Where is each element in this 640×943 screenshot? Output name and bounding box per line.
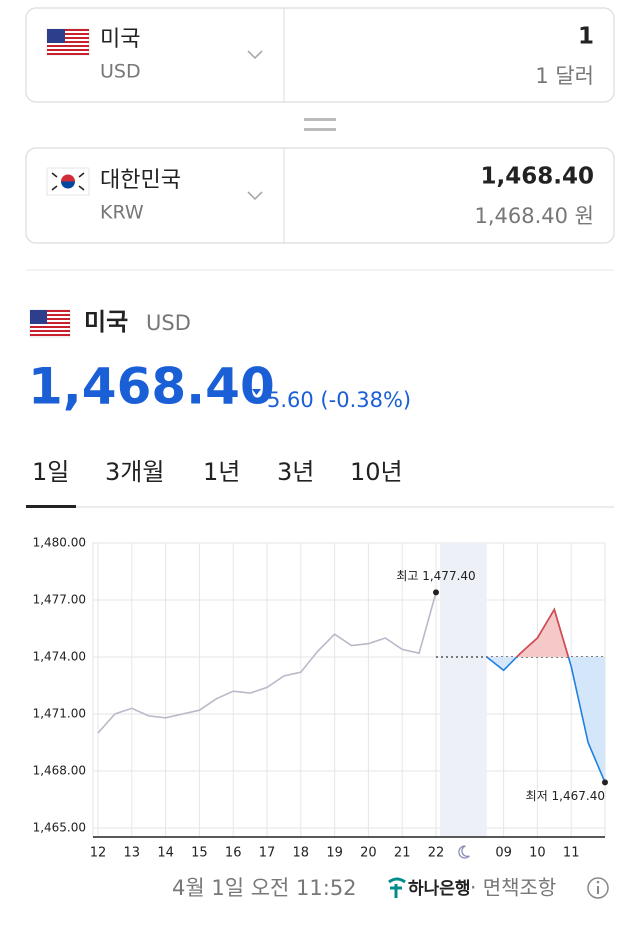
timestamp: 4월 1일 오전 11:52	[172, 876, 357, 900]
area-above	[486, 609, 605, 657]
us-flag	[29, 309, 71, 338]
x-tick-label: 21	[394, 846, 411, 861]
bank-name: 하나은행	[408, 879, 471, 899]
x-tick-label: 09	[495, 846, 512, 861]
x-tick-label: 19	[326, 846, 343, 861]
currency-code: USD	[100, 61, 141, 83]
moon-icon	[458, 845, 470, 859]
amount-text: 1,468.40 원	[474, 204, 594, 228]
x-tick-label: 16	[225, 846, 242, 861]
line-above	[486, 607, 570, 657]
chart: 1,465.00 1,468.00 1,471.00 1,474.00 1,477.00…	[33, 536, 608, 861]
kr-flag	[46, 167, 90, 196]
quote-rate: 1,468.40	[28, 358, 275, 416]
disclaimer[interactable]: · 면책조항	[470, 876, 556, 900]
annotation-label: 최저 1,467.40	[526, 789, 605, 803]
info-icon[interactable]	[587, 877, 609, 899]
tab[interactable]: 1일	[32, 458, 69, 486]
annotation-dot	[433, 589, 439, 596]
y-tick-label: 1,480.00	[33, 536, 86, 550]
x-tick-label: 14	[157, 846, 174, 861]
x-tick-label: 13	[124, 846, 141, 861]
tab[interactable]: 3년	[277, 458, 314, 486]
x-tick-label: 18	[293, 846, 310, 861]
annotation-label: 최고 1,477.40	[396, 569, 475, 583]
country: 미국	[100, 27, 140, 52]
x-tick-label: 17	[259, 846, 276, 861]
y-tick-label: 1,471.00	[33, 707, 86, 721]
card	[25, 147, 615, 244]
equals-icon	[304, 118, 336, 131]
chevron	[247, 191, 263, 201]
tab[interactable]: 1년	[203, 458, 240, 486]
card	[25, 7, 615, 103]
amount-text: 1 달러	[535, 64, 594, 88]
closed-shade	[440, 543, 487, 837]
x-tick-label: 11	[563, 846, 580, 861]
tabs: 1일 3개월 1년 3년 10년	[32, 458, 403, 486]
chevron	[247, 50, 263, 60]
down-arrow	[252, 389, 261, 395]
converter-to[interactable]: 대한민국 KRW 1,468.40 1,468.40 원	[25, 147, 615, 244]
quote-code: USD	[146, 311, 191, 335]
line	[97, 592, 437, 734]
bank-logo	[388, 877, 406, 898]
y-tick-label: 1,465.00	[33, 821, 86, 835]
y-tick-label: 1,474.00	[33, 650, 86, 664]
converter-from[interactable]: 미국 USD 1 1 달러	[25, 7, 615, 103]
x-tick-label: 10	[529, 846, 546, 861]
us-flag	[46, 28, 90, 56]
annotation-dot	[602, 779, 608, 786]
y-tick-label: 1,477.00	[33, 593, 86, 607]
currency-code: KRW	[100, 202, 144, 224]
country: 대한민국	[100, 168, 181, 193]
x-tick-label: 12	[90, 846, 107, 861]
amount[interactable]: 1,468.40	[481, 164, 595, 190]
y-tick-label: 1,468.00	[33, 764, 86, 778]
tab-underline	[26, 505, 76, 508]
tab[interactable]: 3개월	[105, 458, 164, 486]
quote-country: 미국	[84, 308, 128, 336]
quote-change: 5.60 (-0.38%)	[267, 388, 411, 412]
x-tick-label: 15	[191, 846, 208, 861]
x-tick-label: 20	[360, 846, 377, 861]
area-below	[486, 657, 605, 783]
amount[interactable]: 1	[578, 24, 594, 50]
tab[interactable]: 10년	[350, 458, 403, 486]
x-tick-label: 22	[428, 846, 445, 861]
